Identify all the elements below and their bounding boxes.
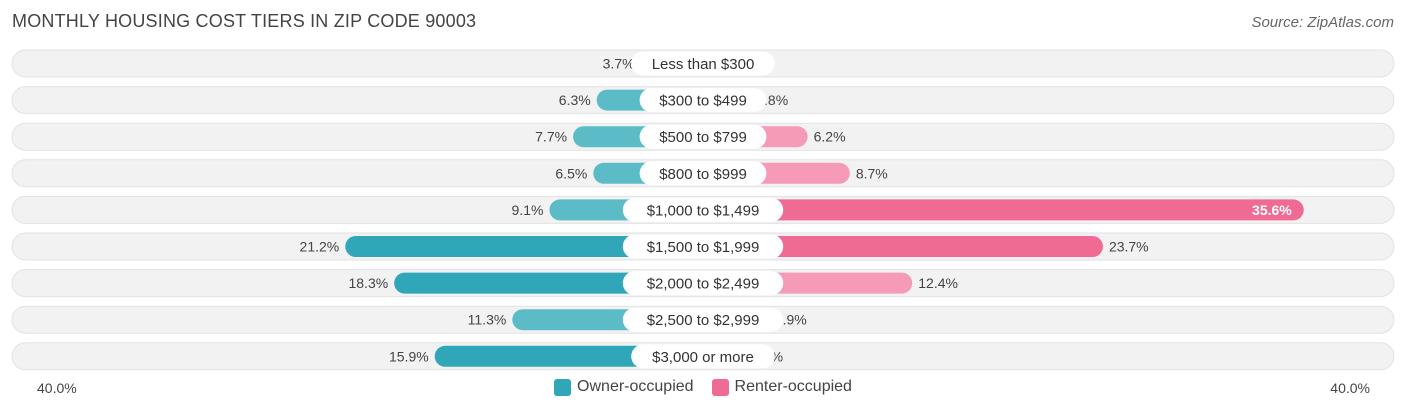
value-label-owner: 11.3%	[468, 312, 507, 328]
value-label-owner: 21.2%	[300, 239, 340, 255]
bar-owner	[345, 236, 713, 257]
legend-swatch-renter	[711, 378, 729, 396]
value-label-owner: 7.7%	[535, 129, 567, 145]
axis-right-label: 40.0%	[1330, 380, 1370, 396]
value-label-owner: 3.7%	[603, 56, 635, 72]
value-label-owner: 6.5%	[555, 165, 587, 181]
category-label: $2,000 to $2,499	[647, 276, 760, 293]
value-label-owner: 6.3%	[559, 92, 591, 108]
category-pill	[622, 234, 784, 259]
category-label: $2,500 to $2,999	[647, 312, 760, 329]
category-pill	[622, 197, 784, 222]
category-label: $1,000 to $1,499	[647, 202, 760, 219]
legend-item-owner: Owner-occupied	[554, 378, 694, 396]
legend-label-owner: Owner-occupied	[577, 378, 694, 395]
category-label: $300 to $499	[659, 93, 747, 110]
category-pill	[631, 51, 775, 76]
value-label-renter: 8.7%	[856, 165, 888, 181]
bar-renter	[693, 236, 1103, 257]
category-pill	[639, 88, 767, 113]
category-label: $800 to $999	[659, 166, 747, 183]
source-label: Source: ZipAtlas.com	[1251, 14, 1394, 31]
bar-renter	[693, 199, 1304, 221]
category-pill	[639, 161, 767, 186]
category-label: $500 to $799	[659, 129, 747, 146]
legend-swatch-owner	[554, 378, 572, 396]
category-label: $1,500 to $1,999	[647, 239, 760, 256]
category-pill	[631, 344, 775, 369]
category-label: Less than $300	[652, 56, 755, 73]
legend-item-renter: Renter-occupied	[711, 378, 852, 396]
category-pill	[622, 307, 784, 332]
value-label-renter: 3.9%	[775, 312, 807, 328]
category-label: $3,000 or more	[652, 349, 754, 366]
value-label-renter: 35.6%	[1252, 202, 1292, 218]
value-label-owner: 9.1%	[512, 202, 544, 218]
axis-left-label: 40.0%	[37, 380, 77, 396]
value-label-renter: 6.2%	[814, 129, 846, 145]
value-label-owner: 15.9%	[389, 348, 429, 364]
legend: Owner-occupied Renter-occupied	[0, 378, 1406, 396]
legend-label-renter: Renter-occupied	[734, 378, 852, 395]
category-pill	[622, 271, 784, 296]
value-label-renter: 12.4%	[918, 275, 958, 291]
category-pill	[639, 124, 767, 149]
value-label-owner: 18.3%	[348, 275, 388, 291]
chart-title: MONTHLY HOUSING COST TIERS IN ZIP CODE 9…	[12, 11, 477, 31]
value-label-renter: 23.7%	[1109, 239, 1149, 255]
